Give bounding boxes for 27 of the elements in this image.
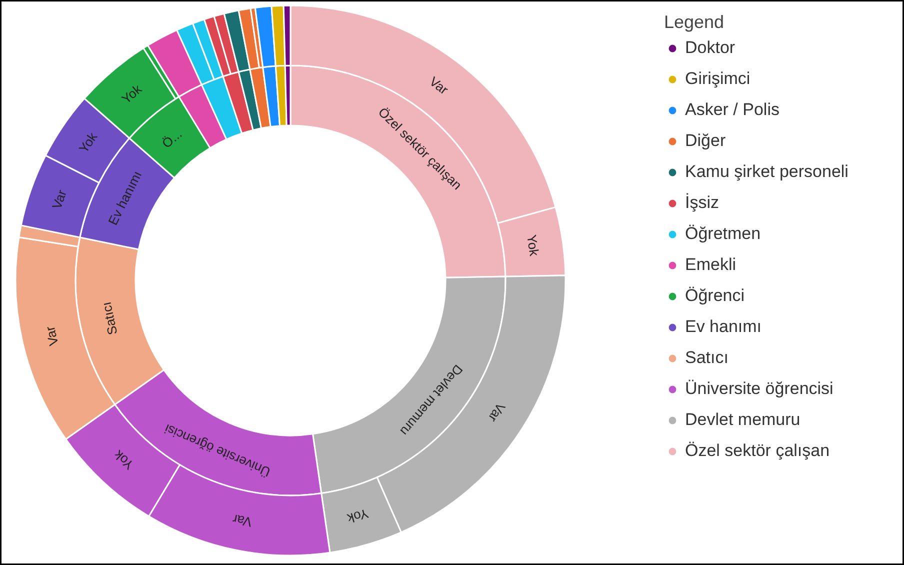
data-label: Var bbox=[42, 324, 62, 348]
data-label: Yok bbox=[345, 506, 370, 526]
data-label: Var bbox=[230, 511, 254, 530]
data-label: Satıcı bbox=[98, 300, 120, 336]
data-label: Yok bbox=[76, 129, 100, 156]
data-label: Var bbox=[49, 187, 70, 212]
legend-label: Emekli bbox=[685, 255, 736, 275]
data-label: Var bbox=[426, 74, 452, 98]
legend-title: Legend bbox=[664, 12, 726, 33]
data-label: Yok bbox=[110, 446, 137, 473]
data-label: Yok bbox=[524, 234, 542, 258]
legend-label: Özel sektör çalışan bbox=[685, 441, 830, 461]
legend-label: Ev hanımı bbox=[685, 317, 762, 337]
legend-label: Satıcı bbox=[685, 348, 728, 368]
legend-label: İşsiz bbox=[685, 193, 719, 213]
legend-label: Kamu şirket personeli bbox=[685, 162, 848, 182]
legend-label: Devlet memuru bbox=[685, 410, 800, 430]
legend-label: Üniversite öğrencisi bbox=[685, 379, 834, 399]
data-label: Yok bbox=[118, 81, 145, 107]
legend-label: Öğrenci bbox=[685, 286, 745, 306]
data-label: Ö... bbox=[158, 126, 185, 152]
legend-label: Öğretmen bbox=[685, 224, 761, 244]
data-label: Var bbox=[485, 400, 508, 426]
legend-label: Girişimci bbox=[685, 69, 750, 89]
legend-label: Diğer bbox=[685, 131, 726, 151]
legend-label: Asker / Polis bbox=[685, 100, 780, 120]
legend-label: Doktor bbox=[685, 38, 736, 58]
